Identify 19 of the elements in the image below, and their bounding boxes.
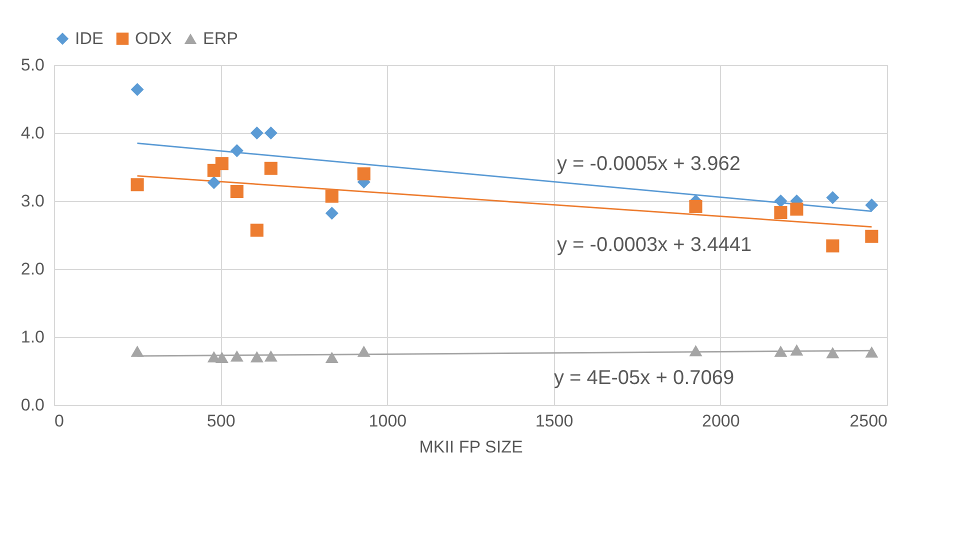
y-tick-label: 2.0: [20, 260, 44, 278]
legend-label: ERP: [203, 28, 238, 48]
x-tick-label: 1000: [368, 412, 407, 430]
annotation: y = 4E-05x + 0.7069: [554, 367, 734, 389]
x-tick-label: 2500: [850, 412, 888, 430]
annotation: y = -0.0005x + 3.962: [557, 153, 740, 175]
legend-label: ODX: [135, 28, 172, 48]
y-tick-label: 0.0: [20, 396, 44, 414]
y-tick-label: 3.0: [20, 192, 44, 210]
x-tick-label: 500: [206, 412, 236, 430]
x-axis-title: MKII FP SIZE: [419, 438, 523, 456]
x-tick-label: 1500: [535, 412, 574, 430]
annotation: y = -0.0003x + 3.4441: [557, 234, 752, 256]
y-tick-label: 4.0: [20, 124, 44, 142]
legend-label: IDE: [75, 28, 104, 48]
x-tick-label: 0: [54, 412, 64, 430]
x-tick-label: 2000: [702, 412, 740, 430]
y-tick-label: 1.0: [20, 328, 44, 346]
y-tick-label: 5.0: [20, 56, 44, 74]
